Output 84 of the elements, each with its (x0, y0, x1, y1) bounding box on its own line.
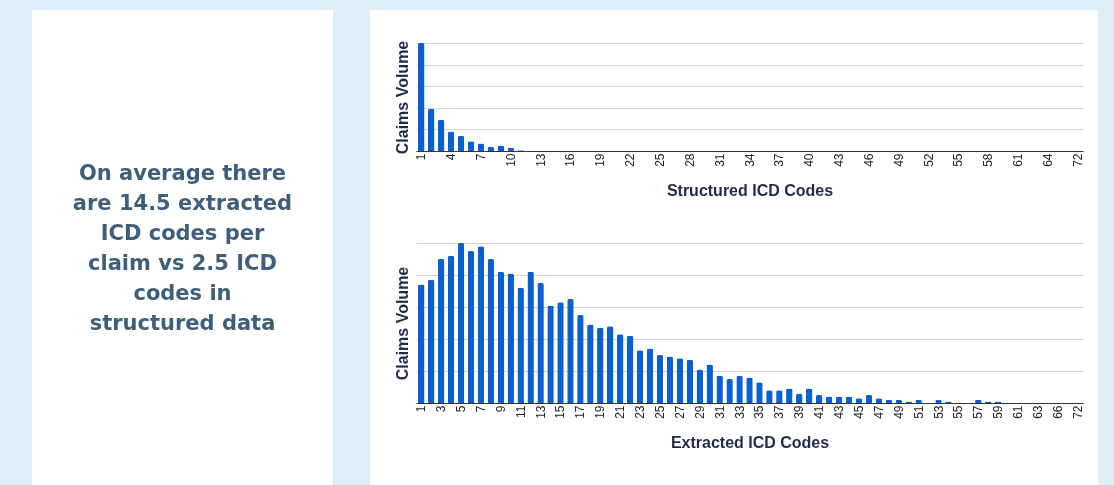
x-tick-label: 19 (593, 153, 608, 167)
x-tick-label: 43 (832, 153, 847, 167)
x-axis-title: Extracted ICD Codes (670, 433, 830, 451)
x-tick-label: 11 (513, 405, 528, 418)
x-tick-label: 52 (921, 153, 936, 167)
x-tick-label: 37 (772, 405, 787, 419)
bar (477, 246, 485, 403)
x-tick-label: 22 (623, 153, 638, 167)
x-tick-label: 25 (652, 405, 667, 419)
x-tick-label: 31 (712, 153, 727, 167)
x-tick-label: 46 (861, 153, 876, 167)
x-tick-label: 9 (493, 405, 508, 413)
x-tick-label: 15 (553, 405, 568, 419)
x-tick-label: 13 (533, 153, 548, 167)
x-tick-label: 29 (692, 405, 707, 419)
bar (467, 251, 475, 403)
bar (457, 135, 465, 151)
x-tick-label: 4 (444, 153, 459, 161)
x-tick-label: 19 (593, 405, 608, 419)
x-tick-label: 45 (851, 405, 866, 419)
x-tick-label: 61 (1011, 153, 1026, 167)
x-tick-label: 41 (812, 405, 827, 419)
bar (417, 284, 425, 403)
bar (497, 271, 505, 403)
x-tick-label: 47 (871, 405, 886, 419)
x-tick-label: 1 (414, 405, 429, 413)
bar (626, 335, 634, 403)
bar (417, 43, 425, 151)
x-tick-label: 59 (991, 405, 1006, 419)
bar (437, 119, 445, 151)
x-tick-label: 21 (613, 405, 628, 419)
x-tick-label: 49 (891, 153, 906, 167)
x-tick-label: 72 (1070, 405, 1085, 419)
x-tick-label: 57 (971, 405, 986, 419)
x-tick-label: 39 (792, 405, 807, 419)
x-tick-label: 43 (832, 405, 847, 419)
bar (447, 255, 455, 403)
bar (636, 350, 644, 403)
bar (607, 326, 614, 403)
x-tick-label: 55 (951, 405, 966, 419)
x-tick-label: 27 (672, 405, 687, 419)
x-tick-label: 3 (434, 405, 449, 413)
bar (427, 108, 435, 151)
x-tick-label: 7 (473, 405, 488, 413)
x-tick-label: 64 (1040, 153, 1055, 167)
x-tick-label: 37 (772, 153, 787, 167)
x-tick-label: 1 (414, 153, 429, 161)
x-tick-label: 17 (573, 405, 588, 419)
bar (457, 243, 465, 403)
x-tick-label: 61 (1011, 405, 1026, 419)
x-tick-label: 7 (473, 153, 488, 161)
x-tick-label: 34 (742, 153, 757, 167)
bar (666, 356, 674, 403)
text: On average there are 14.5 extracted ICD codes per claim vs 2.5 ICD codes in structured data (71, 159, 294, 337)
bar (437, 259, 445, 403)
x-tick-label: 40 (802, 153, 817, 167)
x-tick-label: 13 (533, 405, 548, 419)
x-tick-label: 5 (454, 405, 469, 413)
x-tick-label: 66 (1050, 405, 1065, 419)
bar (646, 348, 654, 403)
x-tick-label: 23 (633, 405, 648, 419)
x-tick-label: 72 (1070, 153, 1085, 167)
bar (487, 259, 495, 403)
x-tick-label: 16 (563, 153, 578, 167)
x-tick-label: 53 (931, 405, 946, 419)
bar (676, 358, 684, 403)
bar (616, 334, 624, 403)
x-tick-label: 28 (682, 153, 697, 167)
x-tick-label: 10 (503, 153, 518, 167)
x-axis-title: Structured ICD Codes (666, 181, 834, 199)
bar (427, 279, 435, 403)
x-tick-label: 49 (891, 405, 906, 419)
x-tick-label: 58 (981, 153, 996, 167)
x-tick-label: 31 (712, 405, 727, 419)
x-tick-label: 35 (752, 405, 767, 419)
x-tick-label: 51 (911, 405, 926, 419)
y-axis-title: Claims Volume (393, 266, 411, 381)
x-tick-label: 63 (1030, 405, 1045, 419)
x-tick-label: 33 (732, 405, 747, 419)
x-tick-label: 55 (951, 153, 966, 167)
y-axis-title: Claims Volume (393, 40, 411, 155)
bar (686, 359, 694, 403)
x-tick-label: 25 (652, 153, 667, 167)
bar (656, 355, 664, 403)
